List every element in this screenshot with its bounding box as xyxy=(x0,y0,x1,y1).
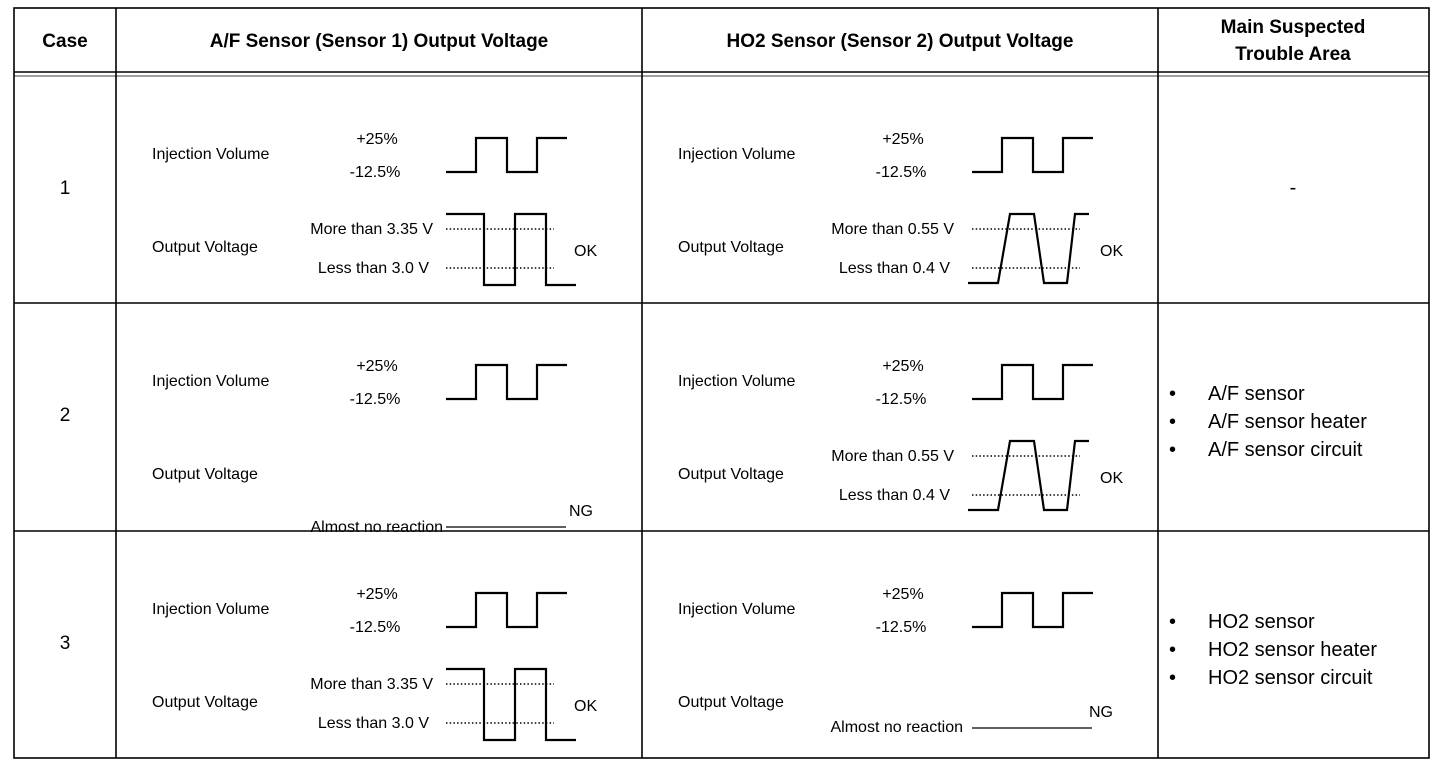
af-sensor-cell: Injection Volume +25% -12.5% Output Voltage… xyxy=(152,131,597,287)
ho2-sensor-cell: Injection Volume +25% -12.5% Output Voltage… xyxy=(678,131,1123,285)
injection-waveform xyxy=(446,363,567,401)
injection-low-label: -12.5% xyxy=(876,164,927,181)
injection-high-label: +25% xyxy=(356,586,397,603)
no-reaction-label: Almost no reaction xyxy=(830,719,963,736)
high-threshold-label: More than 3.35 V xyxy=(310,221,433,238)
trouble-item: HO2 sensor xyxy=(1208,611,1315,633)
case-number: 2 xyxy=(60,405,71,426)
result-label: OK xyxy=(574,698,597,715)
output-waveform xyxy=(968,212,1089,285)
result-label: NG xyxy=(1089,704,1113,721)
result-label: NG xyxy=(569,503,593,520)
injection-waveform xyxy=(446,136,567,174)
injection-volume-label: Injection Volume xyxy=(678,146,796,163)
header-case: Case xyxy=(42,31,87,52)
injection-high-label: +25% xyxy=(882,131,923,148)
high-threshold-label: More than 0.55 V xyxy=(831,221,954,238)
af-sensor-cell: Injection Volume +25% -12.5% Output Voltage… xyxy=(152,358,593,536)
bullet-icon: • xyxy=(1169,411,1176,433)
low-threshold-label: Less than 3.0 V xyxy=(318,260,430,277)
case-number: 1 xyxy=(60,178,71,199)
header-trouble-line2: Trouble Area xyxy=(1235,44,1351,65)
table-grid xyxy=(13,7,1430,759)
trouble-item: HO2 sensor heater xyxy=(1208,639,1377,661)
output-waveform xyxy=(446,667,576,742)
output-voltage-label: Output Voltage xyxy=(678,239,784,256)
bullet-icon: • xyxy=(1169,611,1176,633)
high-threshold-label: More than 3.35 V xyxy=(310,676,433,693)
output-voltage-label: Output Voltage xyxy=(678,694,784,711)
low-threshold-label: Less than 0.4 V xyxy=(839,260,951,277)
case-rows: 1 Injection Volume +25% -12.5% Output Voltag… xyxy=(60,131,1377,742)
injection-volume-label: Injection Volume xyxy=(152,373,270,390)
injection-volume-label: Injection Volume xyxy=(678,373,796,390)
injection-low-label: -12.5% xyxy=(350,391,401,408)
trouble-item: A/F sensor circuit xyxy=(1208,439,1363,461)
result-label: OK xyxy=(574,243,597,260)
injection-low-label: -12.5% xyxy=(350,164,401,181)
injection-high-label: +25% xyxy=(882,358,923,375)
output-voltage-label: Output Voltage xyxy=(152,694,258,711)
header-ho2-sensor: HO2 Sensor (Sensor 2) Output Voltage xyxy=(727,31,1074,52)
trouble-item: A/F sensor xyxy=(1208,383,1305,405)
case-row-2: 2 Injection Volume +25% -12.5% Output Voltag… xyxy=(60,358,1368,536)
bullet-icon: • xyxy=(1169,639,1176,661)
injection-high-label: +25% xyxy=(882,586,923,603)
trouble-item: HO2 sensor circuit xyxy=(1208,667,1373,689)
trouble-area-cell: • HO2 sensor • HO2 sensor heater • HO2 sensor… xyxy=(1169,611,1377,689)
trouble-area-cell: - xyxy=(1290,177,1297,199)
bullet-icon: • xyxy=(1169,383,1176,405)
injection-waveform xyxy=(972,136,1093,174)
low-threshold-label: Less than 0.4 V xyxy=(839,487,951,504)
case-row-3: 3 Injection Volume +25% -12.5% Output Voltag… xyxy=(60,586,1377,742)
header-af-sensor: A/F Sensor (Sensor 1) Output Voltage xyxy=(210,31,549,52)
output-waveform xyxy=(968,439,1089,512)
injection-low-label: -12.5% xyxy=(876,391,927,408)
injection-low-label: -12.5% xyxy=(350,619,401,636)
bullet-icon: • xyxy=(1169,667,1176,689)
injection-waveform xyxy=(446,591,567,629)
output-voltage-label: Output Voltage xyxy=(152,466,258,483)
bullet-icon: • xyxy=(1169,439,1176,461)
high-threshold-label: More than 0.55 V xyxy=(831,448,954,465)
result-label: OK xyxy=(1100,243,1123,260)
injection-volume-label: Injection Volume xyxy=(152,601,270,618)
output-voltage-label: Output Voltage xyxy=(152,239,258,256)
trouble-dash: - xyxy=(1290,177,1297,199)
header-trouble-line1: Main Suspected xyxy=(1221,17,1366,38)
trouble-item: A/F sensor heater xyxy=(1208,411,1367,433)
injection-high-label: +25% xyxy=(356,131,397,148)
low-threshold-label: Less than 3.0 V xyxy=(318,715,430,732)
ho2-sensor-cell: Injection Volume +25% -12.5% Output Voltage… xyxy=(678,358,1123,512)
trouble-area-cell: • A/F sensor • A/F sensor heater • A/F sensor… xyxy=(1169,383,1367,461)
no-reaction-label: Almost no reaction xyxy=(310,519,443,536)
injection-volume-label: Injection Volume xyxy=(152,146,270,163)
injection-volume-label: Injection Volume xyxy=(678,601,796,618)
output-voltage-label: Output Voltage xyxy=(678,466,784,483)
header-row: Case A/F Sensor (Sensor 1) Output Voltag… xyxy=(42,17,1365,65)
af-sensor-cell: Injection Volume +25% -12.5% Output Voltage… xyxy=(152,586,597,742)
result-label: OK xyxy=(1100,470,1123,487)
injection-waveform xyxy=(972,363,1093,401)
ho2-sensor-cell: Injection Volume +25% -12.5% Output Voltage… xyxy=(678,586,1113,736)
output-waveform xyxy=(446,212,576,287)
case-number: 3 xyxy=(60,633,71,654)
injection-waveform xyxy=(972,591,1093,629)
case-row-1: 1 Injection Volume +25% -12.5% Output Voltag… xyxy=(60,131,1297,287)
injection-high-label: +25% xyxy=(356,358,397,375)
injection-low-label: -12.5% xyxy=(876,619,927,636)
